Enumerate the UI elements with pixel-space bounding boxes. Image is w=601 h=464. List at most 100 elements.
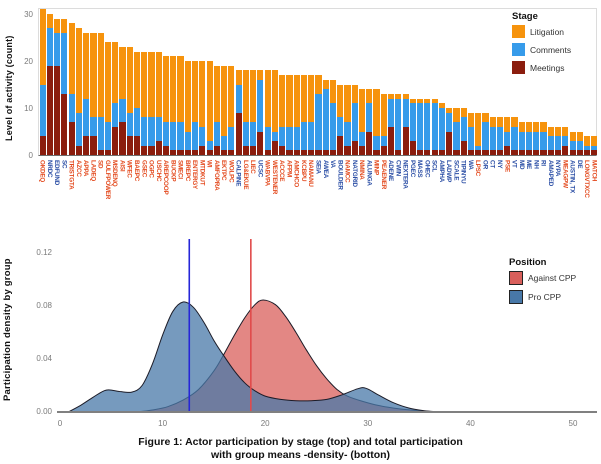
bar-segment-meetings: [279, 145, 286, 155]
bar-segment-comments: [337, 117, 344, 137]
bar-segment-meetings: [351, 140, 358, 155]
x-label-AMFOPRA: AMFOPRA: [212, 160, 220, 191]
bar-segment-meetings: [438, 150, 445, 155]
bar-segment-meetings: [221, 150, 228, 155]
bar-segment-litigation: [162, 56, 170, 123]
x-label-VA: VA: [329, 160, 337, 168]
bottom-x-tick-20: 20: [260, 419, 270, 428]
bar-BUCKP: [170, 56, 177, 155]
bar-segment-comments: [257, 79, 264, 132]
bar-OGPC: [148, 51, 155, 155]
bar-segment-comments: [271, 131, 279, 141]
bar-segment-meetings: [133, 136, 141, 155]
bar-segment-comments: [569, 140, 576, 151]
stage-legend-swatch: [512, 43, 525, 56]
bar-segment-litigation: [279, 75, 286, 127]
bar-MEAGPW: [562, 126, 569, 155]
bottom-y-tick-0.04: 0.04: [36, 354, 52, 363]
bar-APPA: [83, 32, 90, 155]
bar-segment-litigation: [453, 108, 460, 123]
x-label-NRDC: NRDC: [45, 160, 53, 178]
bar-segment-litigation: [228, 65, 235, 127]
x-label-WA: WA: [466, 160, 474, 170]
stage-legend-swatch: [512, 61, 525, 74]
bar-segment-meetings: [475, 150, 482, 155]
bar-segment-litigation: [518, 122, 525, 132]
bar-segment-comments: [591, 145, 598, 151]
bar-MD: [518, 122, 525, 155]
bar-segment-comments: [250, 122, 257, 146]
bar-segment-comments: [402, 98, 409, 127]
bar-segment-meetings: [576, 150, 583, 155]
bar-segment-comments: [97, 117, 104, 151]
bar-AWEA: [322, 79, 329, 155]
bar-segment-comments: [235, 84, 242, 113]
bar-OR: [482, 112, 489, 155]
top-y-tick-0: 0: [28, 151, 33, 160]
x-label-NEXTERA: NEXTERA: [401, 160, 409, 189]
bar-segment-litigation: [300, 75, 308, 123]
position-legend-label: Pro CPP: [528, 292, 562, 302]
x-label-USCHC: USCHC: [154, 160, 162, 182]
x-label-WFEC: WFEC: [125, 160, 133, 178]
bar-BOULDER: [337, 84, 344, 155]
bar-segment-comments: [446, 112, 453, 132]
bar-segment-litigation: [206, 61, 213, 141]
bar-segment-comments: [177, 122, 184, 151]
bar-segment-meetings: [228, 150, 235, 155]
x-label-SEIA: SEIA: [314, 160, 322, 174]
bar-AUSTIN, TX: [569, 131, 576, 155]
x-label-AISI: AISI: [118, 160, 126, 172]
x-label-OHEC: OHEC: [423, 160, 431, 178]
bar-RI: [540, 122, 547, 155]
bar-LPSC: [475, 112, 482, 155]
bar-segment-meetings: [424, 150, 431, 155]
bar-segment-meetings: [75, 145, 82, 155]
bar-segment-litigation: [554, 126, 562, 137]
x-label-EDFUND: EDFUND: [53, 160, 61, 186]
bar-segment-meetings: [235, 112, 242, 155]
bar-segment-comments: [104, 122, 112, 151]
bar-segment-comments: [380, 136, 387, 146]
top-y-tick-30: 30: [24, 10, 33, 20]
x-label-ENTERGY: ENTERGY: [191, 160, 199, 190]
bar-segment-litigation: [264, 70, 271, 127]
stage-legend-items: Litigation Comments Meetings: [512, 25, 571, 74]
x-label-NATGRID: NATGRID: [350, 160, 358, 187]
bar-segment-meetings: [257, 131, 264, 155]
x-label-GULFPOWER: GULFPOWER: [103, 160, 111, 200]
bar-segment-meetings: [46, 65, 53, 155]
bar-BREPC: [184, 61, 191, 155]
bar-segment-meetings: [250, 145, 257, 155]
bar-segment-meetings: [155, 140, 162, 155]
bar-segment-meetings: [511, 150, 518, 155]
bar-segment-comments: [467, 126, 475, 151]
bar-SCALE: [453, 108, 460, 155]
bar-segment-comments: [373, 136, 380, 151]
x-label-OGPC: OGPC: [147, 160, 155, 178]
bar-segment-meetings: [366, 131, 373, 155]
bar-segment-meetings: [286, 150, 293, 155]
bar-segment-litigation: [366, 89, 373, 104]
bar-segment-meetings: [126, 136, 133, 155]
bar-segment-litigation: [467, 112, 475, 127]
bar-segment-comments: [358, 131, 366, 146]
bar-segment-comments: [119, 98, 126, 123]
x-label-VT: VT: [510, 160, 518, 168]
bar-segment-comments: [155, 117, 162, 141]
x-label-BREPC: BREPC: [183, 160, 191, 182]
x-label-SMECI: SMECI: [176, 160, 184, 179]
bar-segment-litigation: [547, 126, 554, 137]
bar-segment-meetings: [431, 150, 438, 155]
bar-segment-meetings: [308, 150, 315, 155]
bar-segment-comments: [584, 145, 591, 151]
bar-WABVPA: [264, 70, 271, 155]
bar-segment-comments: [83, 98, 90, 137]
bar-segment-litigation: [119, 46, 126, 99]
bar-segment-comments: [242, 122, 249, 146]
bar-segment-comments: [141, 117, 148, 146]
x-label-ADENE: ADENE: [387, 160, 395, 182]
bar-segment-comments: [264, 126, 271, 151]
bar-segment-meetings: [293, 150, 300, 155]
bar-SEIA: [315, 75, 322, 155]
